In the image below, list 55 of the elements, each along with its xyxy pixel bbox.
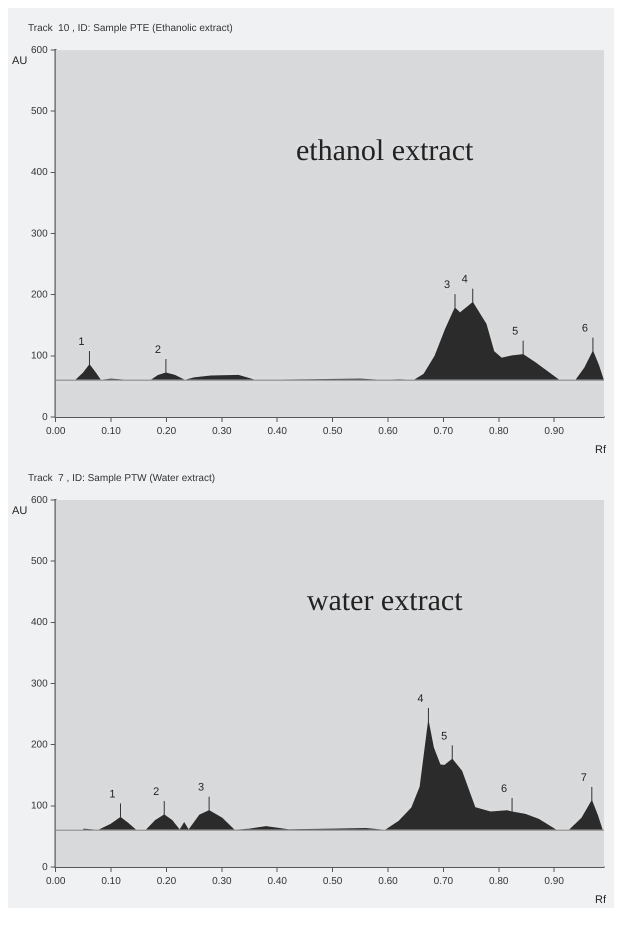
y-tick-label: 200 <box>30 289 48 300</box>
annotation: 2 <box>153 786 160 798</box>
annotation: ethanol extract <box>296 134 474 168</box>
y-tick-label: 600 <box>30 494 48 506</box>
y-tick-label: 300 <box>30 678 48 690</box>
x-axis-title: Rf <box>595 894 607 906</box>
x-tick-label: 0.90 <box>544 876 564 887</box>
x-tick-label: 0.60 <box>378 426 398 437</box>
y-tick-label: 600 <box>30 44 48 56</box>
annotation: 3 <box>198 782 204 794</box>
x-tick-label: 0.80 <box>489 426 509 437</box>
annotation: 3 <box>444 279 450 292</box>
x-tick-label: 0.20 <box>156 426 177 437</box>
x-tick-label: 0.70 <box>434 426 454 437</box>
x-tick-label: 0.80 <box>489 876 509 887</box>
y-tick-label: 300 <box>30 228 48 240</box>
annotation: 4 <box>417 693 424 706</box>
y-tick-label: 400 <box>30 617 48 628</box>
x-tick-label: 0.60 <box>378 876 398 887</box>
y-tick-label: 0 <box>42 862 48 873</box>
x-tick-label: 0.30 <box>212 426 232 437</box>
annotation: 5 <box>512 326 518 338</box>
x-tick-label: 0.50 <box>322 426 343 437</box>
y-tick-label: 0 <box>42 412 48 423</box>
x-tick-label: 0.10 <box>101 876 122 887</box>
x-tick-label: 0.70 <box>434 876 454 887</box>
y-tick-label: 400 <box>30 167 48 178</box>
chart-title: Track 10 , ID: Sample PTE (Ethanolic extract) <box>28 22 233 34</box>
annotation: 1 <box>109 788 116 800</box>
x-tick-label: 0.30 <box>212 876 232 887</box>
x-tick-label: 0.20 <box>156 876 177 887</box>
annotation: 2 <box>154 344 161 356</box>
y-axis-title: AU <box>12 55 28 67</box>
x-tick-label: 0.00 <box>46 426 66 437</box>
annotation: 6 <box>582 322 588 335</box>
y-tick-label: 100 <box>30 800 48 812</box>
annotation: 7 <box>580 772 587 784</box>
annotation: 5 <box>441 730 448 742</box>
y-axis-title: AU <box>12 505 28 517</box>
annotation: 1 <box>78 336 85 348</box>
annotation: 6 <box>501 782 508 795</box>
x-tick-label: 0.90 <box>544 426 564 437</box>
y-tick-label: 500 <box>30 556 48 567</box>
x-tick-label: 0.40 <box>267 426 288 437</box>
x-tick-label: 0.40 <box>267 876 288 887</box>
chart-title: Track 7 , ID: Sample PTW (Water extract) <box>28 472 216 484</box>
annotation: 4 <box>462 274 468 286</box>
x-tick-label: 0.50 <box>322 876 343 887</box>
y-tick-label: 500 <box>30 106 48 117</box>
x-axis-title: Rf <box>595 444 607 456</box>
annotation: water extract <box>306 584 464 618</box>
x-tick-label: 0.10 <box>101 426 122 437</box>
y-tick-label: 200 <box>30 739 48 750</box>
x-tick-label: 0.00 <box>46 876 66 887</box>
y-tick-label: 100 <box>30 350 48 362</box>
